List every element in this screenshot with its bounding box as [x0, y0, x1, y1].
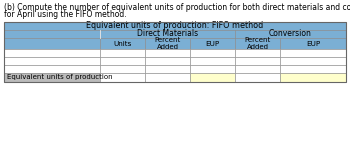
Bar: [235, 65, 280, 73]
Bar: [190, 38, 235, 49]
Text: EUP: EUP: [306, 40, 320, 46]
Bar: [235, 57, 280, 65]
Text: Equivalent units of production: Equivalent units of production: [7, 75, 113, 81]
Bar: [235, 49, 280, 57]
Bar: [100, 73, 145, 82]
Bar: [190, 49, 235, 57]
Bar: [4, 65, 100, 73]
Bar: [100, 49, 145, 57]
Text: Percent
Added: Percent Added: [154, 37, 181, 50]
Bar: [235, 73, 280, 82]
Bar: [100, 57, 145, 65]
Bar: [190, 65, 235, 73]
Bar: [280, 49, 346, 57]
Bar: [4, 22, 346, 82]
Bar: [100, 30, 235, 38]
Bar: [280, 38, 346, 49]
Bar: [280, 73, 346, 82]
Bar: [4, 57, 100, 65]
Bar: [100, 65, 145, 73]
Bar: [235, 30, 346, 38]
Bar: [4, 73, 100, 82]
Bar: [4, 30, 100, 38]
Text: for April using the FIFO method.: for April using the FIFO method.: [4, 10, 127, 19]
Bar: [145, 73, 190, 82]
Text: Units: Units: [113, 40, 132, 46]
Bar: [145, 38, 190, 49]
Bar: [235, 38, 280, 49]
Bar: [4, 22, 346, 30]
Bar: [100, 38, 145, 49]
Bar: [190, 57, 235, 65]
Text: EUP: EUP: [205, 40, 220, 46]
Bar: [4, 49, 100, 57]
Text: (b) Compute the number of equivalent units of production for both direct materia: (b) Compute the number of equivalent uni…: [4, 3, 350, 12]
Bar: [145, 49, 190, 57]
Bar: [280, 57, 346, 65]
Text: Direct Materials: Direct Materials: [137, 30, 198, 38]
Bar: [145, 65, 190, 73]
Bar: [4, 38, 100, 49]
Text: Equivalent units of production: FIFO method: Equivalent units of production: FIFO met…: [86, 21, 264, 31]
Bar: [190, 73, 235, 82]
Text: Percent
Added: Percent Added: [244, 37, 271, 50]
Bar: [145, 57, 190, 65]
Text: Conversion: Conversion: [269, 30, 312, 38]
Bar: [280, 65, 346, 73]
